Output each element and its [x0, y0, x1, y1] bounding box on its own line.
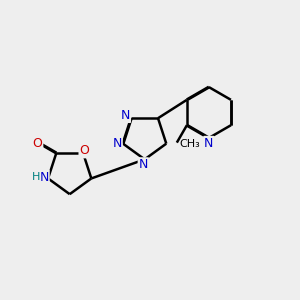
Text: O: O: [32, 137, 42, 150]
Text: N: N: [121, 109, 130, 122]
Text: H: H: [32, 172, 40, 182]
Text: O: O: [80, 144, 89, 158]
Text: CH₃: CH₃: [179, 139, 200, 149]
Text: N: N: [204, 137, 214, 150]
Text: N: N: [39, 171, 49, 184]
Text: N: N: [112, 137, 122, 150]
Text: N: N: [139, 158, 148, 171]
